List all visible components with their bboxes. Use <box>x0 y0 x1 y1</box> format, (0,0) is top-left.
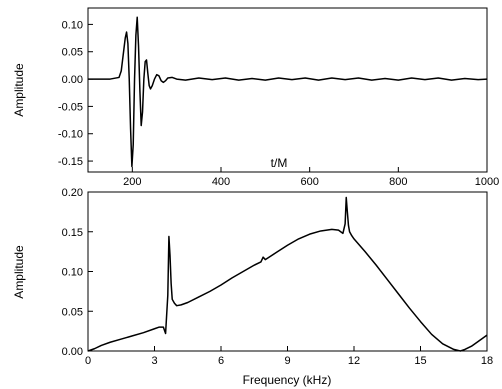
frequency-domain-y-tick-label: 0.00 <box>62 346 83 358</box>
frequency-domain-series-group <box>87 196 488 352</box>
time-domain-x-tick-label: 1000 <box>475 176 499 188</box>
time-domain-y-tick-label: 0.05 <box>62 47 83 59</box>
frequency-domain-series-line-0 <box>87 196 488 352</box>
time-domain-series-line-0 <box>88 16 488 168</box>
frequency-domain-x-tick-label: 3 <box>151 355 157 367</box>
frequency-domain-y-axis-title: Amplitude <box>12 245 26 299</box>
frequency-domain-y-tick-label: 0.20 <box>62 187 83 199</box>
time-domain-chart: 200 400 600 800 1000 -0.15 -0.10 -0.05 0.00 0.05… <box>12 7 499 188</box>
time-domain-x-ticks: 200 400 600 800 1000 <box>123 167 499 188</box>
time-domain-x-tick-label: 800 <box>389 176 407 188</box>
frequency-domain-x-axis-title: Frequency (kHz) <box>243 373 332 387</box>
frequency-domain-x-tick-label: 9 <box>284 355 290 367</box>
frequency-domain-plot-frame <box>87 191 488 352</box>
time-domain-y-tick-label: -0.05 <box>58 101 83 113</box>
time-domain-series-group <box>88 16 488 168</box>
time-domain-y-tick-label: -0.10 <box>58 129 83 141</box>
frequency-domain-y-tick-label: 0.10 <box>62 267 83 279</box>
frequency-domain-y-tick-label: 0.15 <box>62 227 83 239</box>
frequency-domain-y-ticks: 0.00 0.05 0.10 0.15 0.20 <box>62 187 93 358</box>
time-domain-x-tick-label: 400 <box>212 176 230 188</box>
time-domain-y-axis-title: Amplitude <box>12 63 26 117</box>
frequency-domain-x-ticks: 0 3 6 9 12 15 18 <box>85 346 493 367</box>
frequency-domain-x-tick-label: 15 <box>414 355 426 367</box>
frequency-domain-x-tick-label: 0 <box>85 355 91 367</box>
frequency-domain-chart: 0 3 6 9 12 15 18 0.00 0.05 0.10 0.15 0.20 Frequenc… <box>12 187 493 387</box>
time-domain-x-tick-label: 600 <box>300 176 318 188</box>
time-domain-x-axis-title: t/M <box>271 156 288 170</box>
time-domain-y-tick-label: 0.10 <box>62 19 83 31</box>
frequency-domain-x-tick-label: 12 <box>348 355 360 367</box>
frequency-domain-x-tick-label: 6 <box>218 355 224 367</box>
time-domain-y-tick-label: -0.15 <box>58 156 83 168</box>
time-domain-x-tick-label: 200 <box>123 176 141 188</box>
time-domain-y-tick-label: 0.00 <box>62 74 83 86</box>
frequency-domain-x-tick-label: 18 <box>481 355 493 367</box>
frequency-domain-y-tick-label: 0.05 <box>62 306 83 318</box>
time-domain-plot-frame <box>87 7 488 173</box>
time-domain-y-ticks: -0.15 -0.10 -0.05 0.00 0.05 0.10 <box>58 19 93 168</box>
